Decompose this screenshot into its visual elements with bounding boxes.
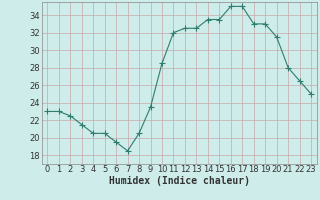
X-axis label: Humidex (Indice chaleur): Humidex (Indice chaleur) [109,176,250,186]
